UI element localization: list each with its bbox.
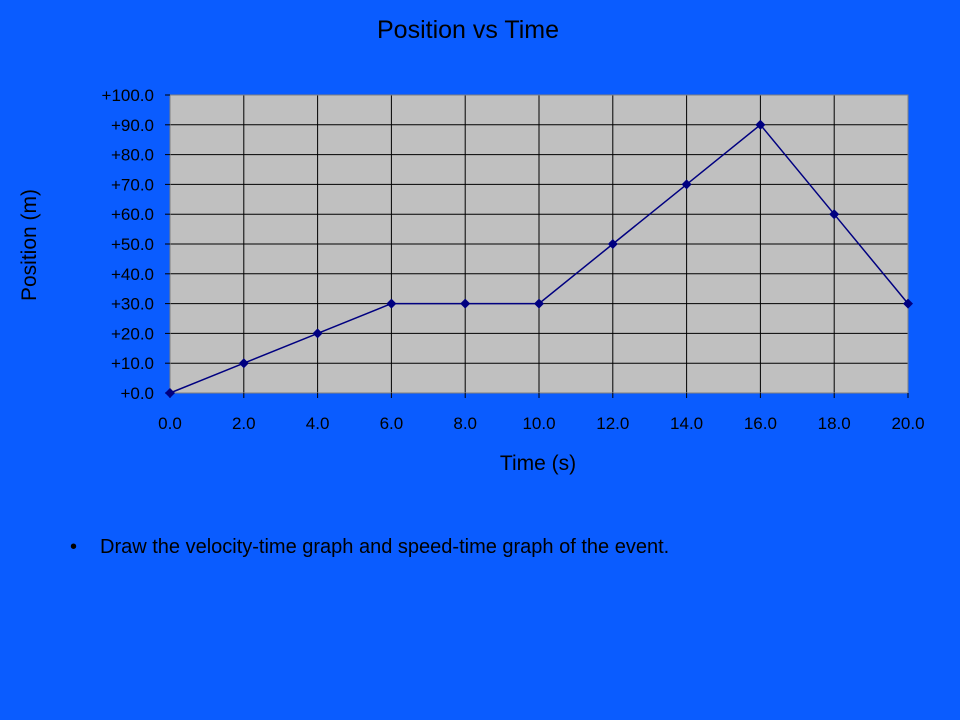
data-point-marker — [681, 179, 692, 190]
x-tick-label: 6.0 — [380, 414, 404, 433]
y-tick-label: +60.0 — [111, 205, 154, 224]
x-tick-label: 20.0 — [891, 414, 924, 433]
x-tick-label: 10.0 — [522, 414, 555, 433]
data-point-marker — [386, 298, 397, 309]
y-axis-ticks: +0.0 +10.0 +20.0 +30.0 +40.0 +50.0 +60.0 +70.0 +… — [102, 86, 170, 403]
x-tick-label: 14.0 — [670, 414, 703, 433]
data-point-marker — [903, 298, 913, 309]
position-time-chart: Position vs Time +0.0 +10.0 +20.0 +30.0 +40.… — [18, 16, 925, 475]
y-tick-label: +10.0 — [111, 354, 154, 373]
y-tick-label: +0.0 — [120, 384, 154, 403]
chart-title: Position vs Time — [377, 16, 559, 44]
y-axis-title: Position (m) — [18, 189, 41, 301]
x-tick-label: 2.0 — [232, 414, 256, 433]
bullet-marker: • — [70, 536, 78, 558]
x-tick-label: 8.0 — [453, 414, 477, 433]
y-tick-label: +30.0 — [111, 295, 154, 314]
data-point-marker — [165, 388, 175, 398]
x-tick-label: 18.0 — [818, 414, 851, 433]
x-tick-label: 12.0 — [596, 414, 629, 433]
y-tick-label: +100.0 — [102, 86, 154, 105]
data-point-marker — [238, 358, 249, 369]
data-point-marker — [460, 298, 471, 309]
data-point-marker — [829, 209, 840, 220]
y-tick-label: +80.0 — [111, 146, 154, 165]
x-axis-title: Time (s) — [500, 452, 576, 475]
x-axis-ticks: 0.0 2.0 4.0 6.0 8.0 10.0 12.0 14.0 16.0 18.0 20.0 — [158, 393, 925, 433]
data-point-marker — [312, 328, 323, 339]
data-point-marker — [534, 298, 544, 309]
bullet-text: Draw the velocity-time graph and speed-t… — [100, 536, 670, 558]
y-tick-label: +70.0 — [111, 175, 154, 194]
y-tick-label: +50.0 — [111, 235, 154, 254]
data-point-marker — [755, 119, 766, 130]
y-tick-label: +20.0 — [111, 324, 154, 343]
y-tick-label: +90.0 — [111, 116, 154, 135]
bullet-item: • Draw the velocity-time graph and speed-… — [70, 536, 669, 559]
y-tick-label: +40.0 — [111, 265, 154, 284]
x-tick-label: 16.0 — [744, 414, 777, 433]
x-tick-label: 0.0 — [158, 414, 182, 433]
data-point-marker — [607, 239, 618, 249]
x-tick-label: 4.0 — [306, 414, 330, 433]
series-layer — [165, 119, 913, 398]
